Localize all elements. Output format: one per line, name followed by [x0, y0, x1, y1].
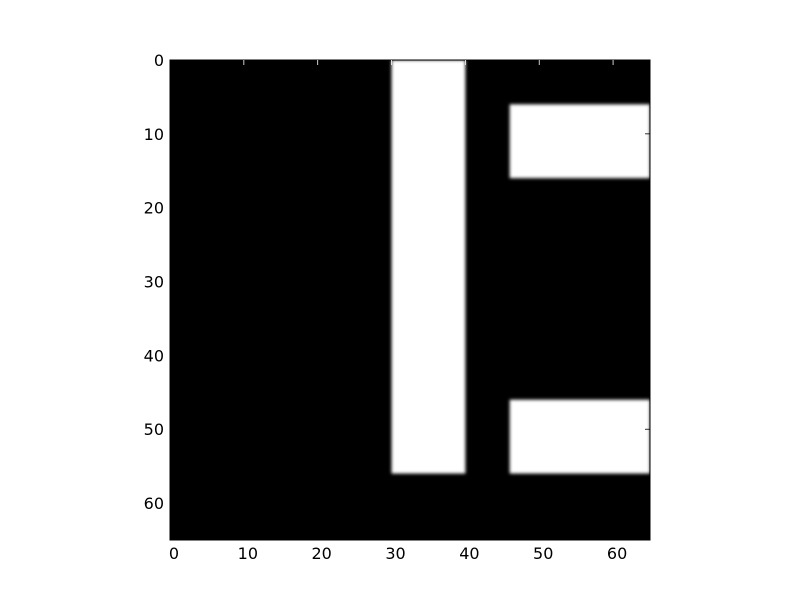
y-tick-label: 0 [154, 51, 164, 70]
x-tick-label: 0 [169, 544, 179, 563]
x-tick-label: 10 [238, 544, 258, 563]
y-tick-label: 10 [144, 125, 164, 144]
x-tick-label: 30 [385, 544, 405, 563]
y-tick-label: 60 [144, 494, 164, 513]
x-tick-label: 60 [607, 544, 627, 563]
y-tick-label: 40 [144, 346, 164, 365]
x-tick-label: 50 [533, 544, 553, 563]
plot-area [170, 60, 650, 540]
y-tick-label: 20 [144, 199, 164, 218]
x-tick-label: 20 [312, 544, 332, 563]
y-tick-label: 50 [144, 420, 164, 439]
heatmap-region-2 [510, 104, 650, 178]
heatmap-region-3 [510, 400, 650, 474]
y-tick-label: 30 [144, 273, 164, 292]
heatmap-region-1 [392, 60, 466, 474]
x-tick-label: 40 [459, 544, 479, 563]
